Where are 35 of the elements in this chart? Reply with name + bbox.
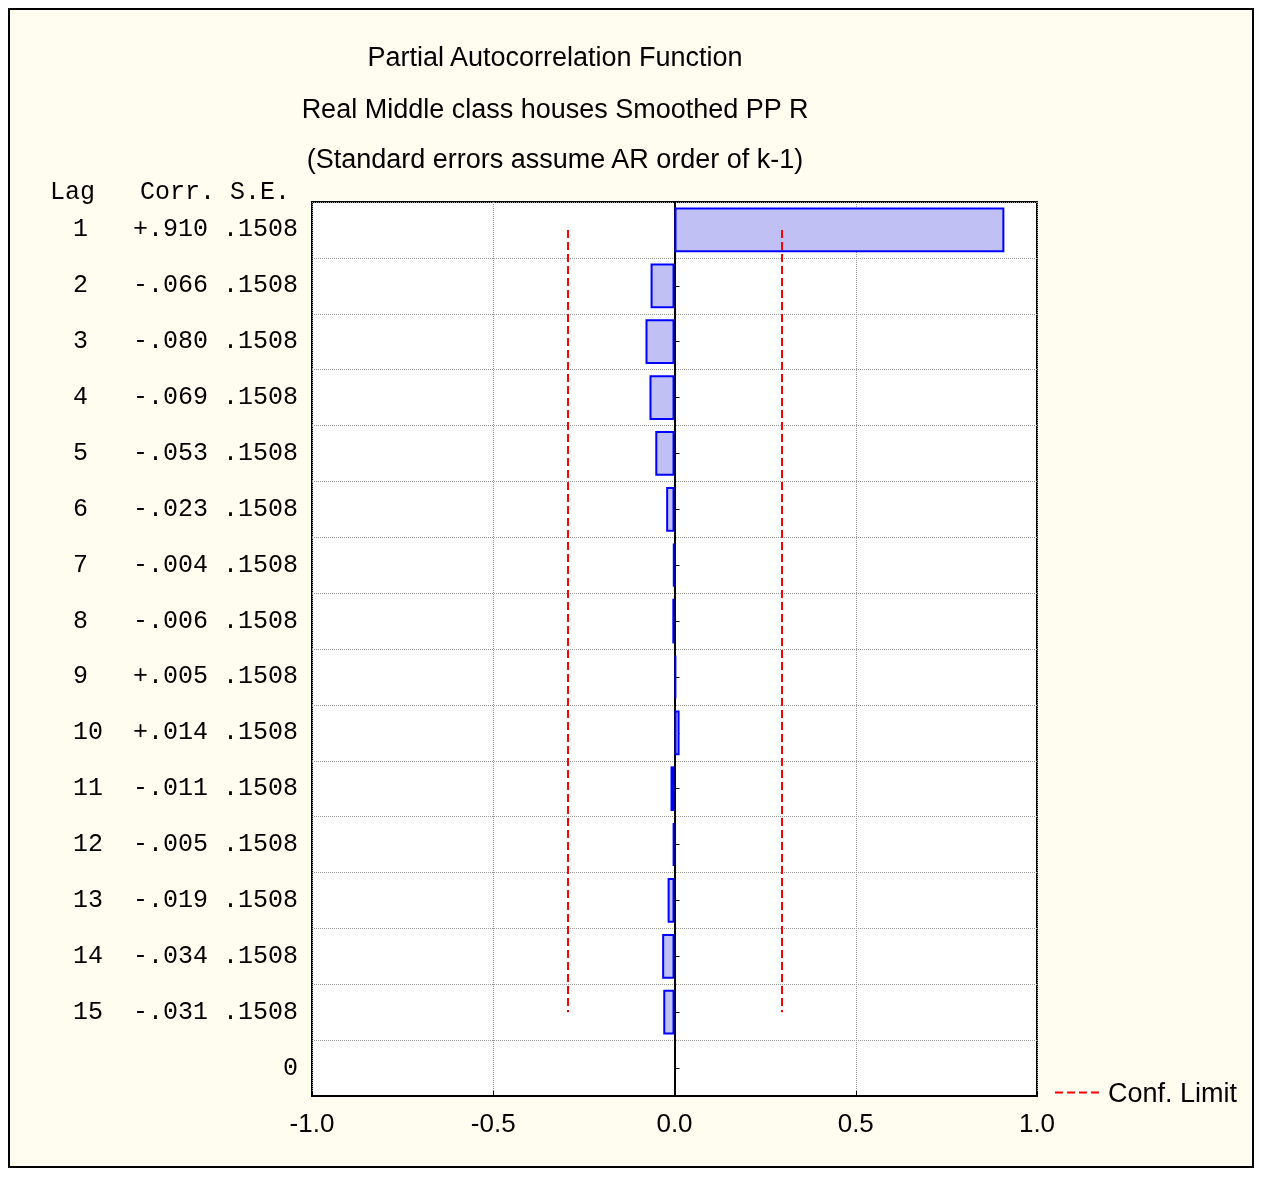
y-tick-label: 2 -.066 .1508 <box>72 271 298 301</box>
y-tick-label: 9 +.005 .1508 <box>72 662 298 692</box>
chart-subtitle: Real Middle class houses Smoothed PP R (Standard errors assume AR order of k-1) <box>301 94 809 174</box>
x-tick-label: 0.5 <box>837 1108 874 1138</box>
bar <box>655 431 675 476</box>
bar <box>645 319 675 365</box>
y-tick-label: 15 -.031 .1508 <box>72 997 298 1027</box>
y-tick-label: 1 +.910 .1508 <box>72 215 298 245</box>
y-tick-label: 13 -.019 .1508 <box>72 885 298 915</box>
bar <box>674 710 680 756</box>
x-tick-label: 1.0 <box>1018 1108 1056 1138</box>
y-tick-label: 4 -.069 .1508 <box>72 383 298 413</box>
y-tick-label: 11 -.011 .1508 <box>72 774 298 804</box>
y-tick-label: 10 +.014 .1508 <box>72 718 298 748</box>
y-tick-label: 6 -.023 .1508 <box>72 494 298 524</box>
legend-label: Conf. Limit <box>1107 1077 1238 1108</box>
x-tick-label: -0.5 <box>470 1108 516 1138</box>
y-tick-label: 5 -.053 .1508 <box>72 438 298 468</box>
bar <box>674 207 1005 253</box>
y-axis-title: Lag Corr. S.E. <box>50 178 291 207</box>
chart-title: Partial Autocorrelation Function <box>367 41 743 72</box>
y-tick-label: 8 -.006 .1508 <box>72 606 298 636</box>
x-tick-label: 0.0 <box>656 1108 693 1138</box>
x-tick-label: -1.0 <box>289 1108 335 1138</box>
y-tick-label: 12 -.005 .1508 <box>72 830 298 860</box>
bar <box>667 878 675 923</box>
bar <box>663 989 675 1035</box>
bar <box>649 375 675 420</box>
y-tick-label: 0 <box>282 1053 298 1083</box>
bar <box>650 263 675 309</box>
y-tick-label: 14 -.034 .1508 <box>72 941 298 971</box>
y-tick-label: 3 -.080 .1508 <box>72 327 298 357</box>
bar <box>662 933 675 979</box>
bar <box>666 486 675 532</box>
y-tick-label: 7 -.004 .1508 <box>72 550 298 580</box>
